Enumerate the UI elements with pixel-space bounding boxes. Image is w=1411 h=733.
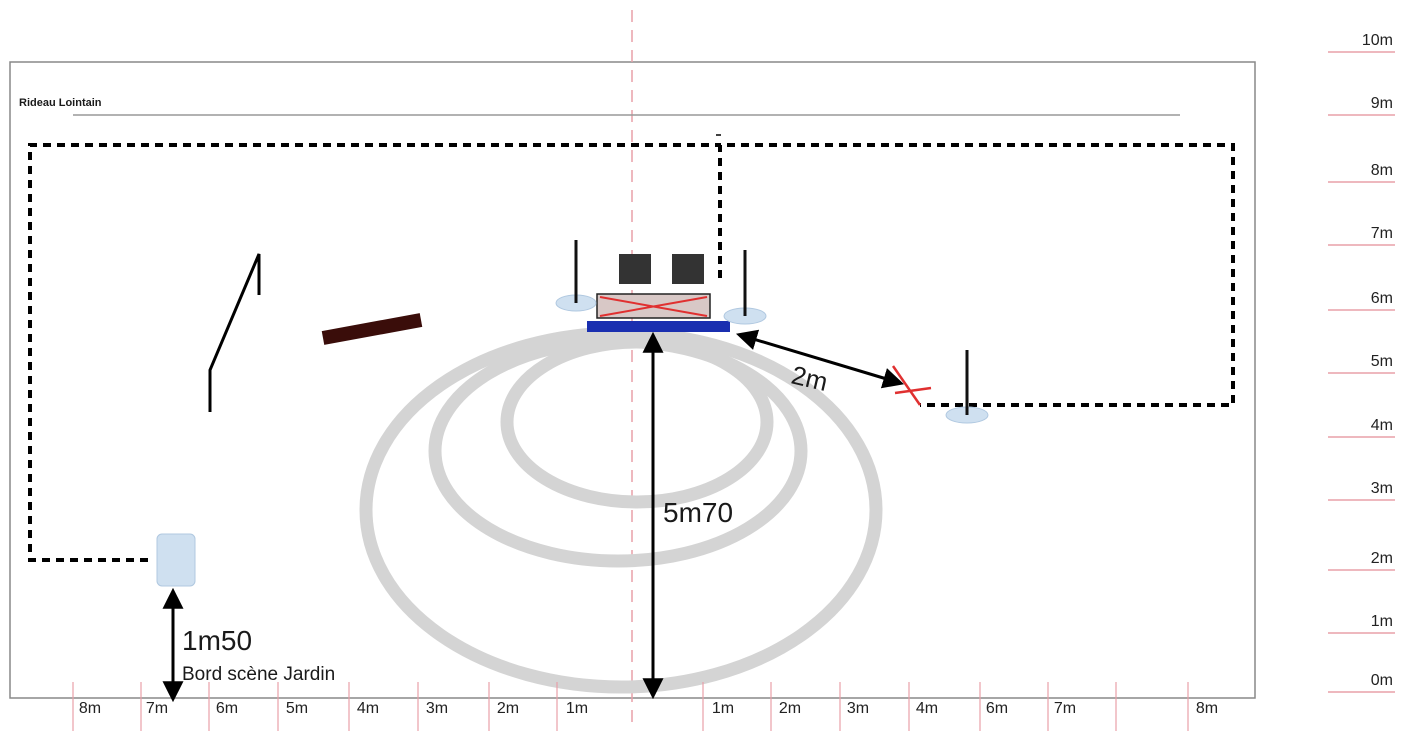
right-scale-label: 3m [1371,480,1393,497]
bottom-scale-label-right: 2m [779,700,801,717]
bottom-scale-label-left: 8m [79,700,101,717]
dimension-arrow-side [735,329,905,389]
stage-edge-label: Bord scène Jardin [182,664,335,685]
bottom-scale-label-right: 4m [916,700,938,717]
bottom-scale-label-right: 7m [1054,700,1076,717]
bottom-scale-label-left: 3m [426,700,448,717]
front-light-box [156,533,196,587]
right-scale-label: 7m [1371,225,1393,242]
speaker-left [619,254,651,284]
bottom-scale-label-left: 1m [566,700,588,717]
right-scale: 10m 9m 8m 7m 6m 5m 4m 3m 2m 1m 0m [1328,32,1395,693]
bottom-scale-label-left: 7m [146,700,168,717]
bottom-scale-label-right: 6m [986,700,1008,717]
dashed-boundary-right [718,143,1235,407]
right-scale-label: 10m [1362,32,1393,49]
right-scale-label: 6m [1371,290,1393,307]
angled-wall [208,253,261,412]
right-scale-label: 8m [1371,162,1393,179]
dashed-boundary-left [28,143,720,562]
right-scale-label: 9m [1371,95,1393,112]
circle-outer [359,326,883,694]
bottom-scale-label-right: 8m [1196,700,1218,717]
back-curtain-label: Rideau Lointain [19,97,102,109]
bottom-scale-label-left: 4m [357,700,379,717]
blue-platform [587,321,730,332]
right-scale-label: 1m [1371,613,1393,630]
sound-circles [359,326,883,694]
right-scale-label: 4m [1371,417,1393,434]
bottom-scale-label-left: 2m [497,700,519,717]
bottom-scale-label-right: 1m [712,700,734,717]
right-scale-label: 2m [1371,550,1393,567]
dimension-label-side: 2m [789,360,831,397]
plank [321,313,423,345]
right-scale-label: 0m [1371,672,1393,689]
speaker-right [672,254,704,284]
dimension-label-front: 1m50 [182,625,252,656]
circle-inner [500,335,774,509]
bottom-scale-label-left: 5m [286,700,308,717]
dimension-label-center: 5m70 [663,497,733,528]
cross-marker [891,365,922,406]
right-scale-label: 5m [1371,353,1393,370]
bottom-scale-label-left: 6m [216,700,238,717]
bottom-scale-label-right: 3m [847,700,869,717]
bottom-scale: 8m 7m 6m 5m 4m 3m 2m 1m 1m 2m 3m 4m 6m 7m 8m [72,682,1218,731]
